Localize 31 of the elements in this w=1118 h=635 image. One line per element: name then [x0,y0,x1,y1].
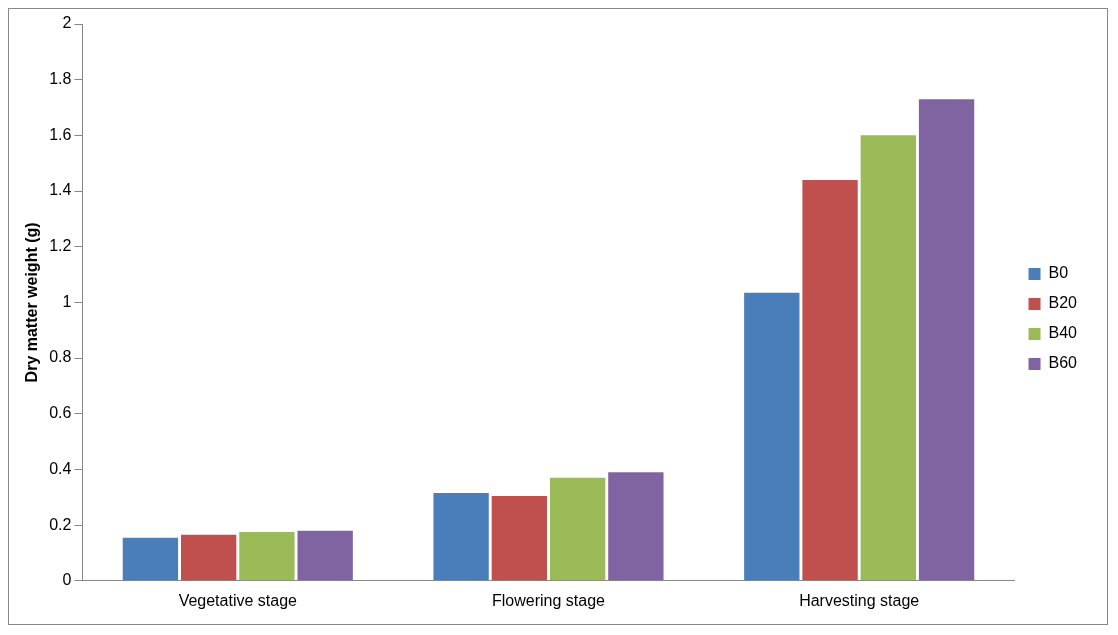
bar [433,493,489,581]
y-tick-label: 0.6 [49,404,72,422]
legend-label: B0 [1048,264,1069,282]
y-tick-label: 2 [62,14,72,32]
bar [297,530,353,581]
bar [860,135,916,581]
y-tick-label: 0.8 [49,348,72,366]
x-tick-label: Harvesting stage [799,591,920,609]
bar [180,534,237,581]
y-tick-label: 0 [62,571,72,589]
bar [239,532,295,581]
y-tick-label: 0.4 [49,459,72,477]
y-tick-label: 1.2 [49,237,72,255]
y-axis-title: Dry matter weight (g) [23,222,41,383]
bar [491,495,548,581]
y-tick-label: 1.6 [49,125,72,143]
bar [608,472,664,581]
bar [549,477,606,581]
bar [122,537,179,581]
y-tick-label: 1.4 [49,181,72,199]
bar [744,292,800,581]
x-tick-label: Vegetative stage [178,591,298,609]
x-tick-label: Flowering stage [492,591,606,609]
y-tick-label: 0.2 [49,515,72,533]
legend-label: B40 [1048,324,1078,342]
y-tick-label: 1.8 [49,70,72,88]
bar [918,99,975,581]
y-tick-label: 1 [62,292,72,310]
legend-label: B60 [1048,354,1078,372]
legend-label: B20 [1048,294,1078,312]
bar [802,179,858,581]
